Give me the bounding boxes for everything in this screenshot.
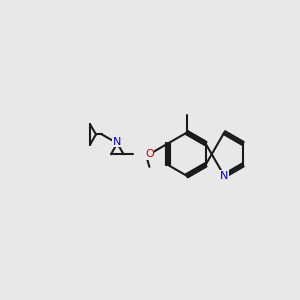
- Text: N: N: [113, 137, 122, 147]
- Text: O: O: [145, 149, 154, 159]
- Text: N: N: [220, 171, 228, 181]
